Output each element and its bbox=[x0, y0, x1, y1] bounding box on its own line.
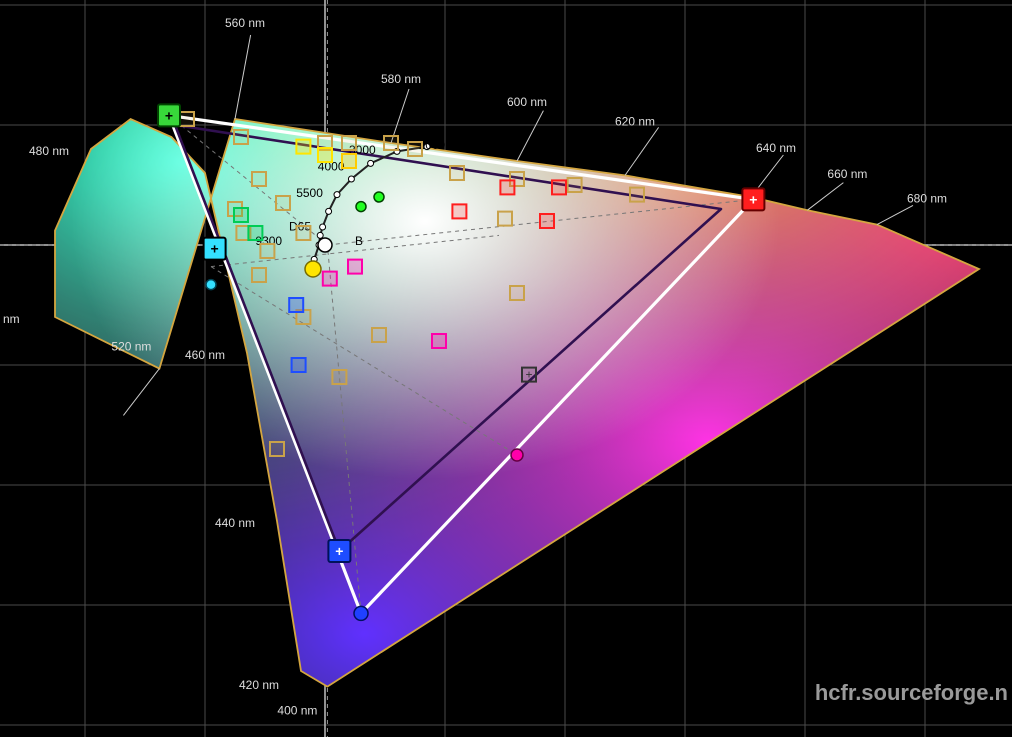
measure-point[interactable] bbox=[342, 154, 356, 168]
measure-point[interactable] bbox=[252, 172, 266, 186]
svg-text:+: + bbox=[335, 543, 343, 559]
svg-text:+: + bbox=[211, 241, 219, 257]
wavelength-label: 460 nm bbox=[185, 348, 225, 362]
cct-label: B bbox=[355, 234, 363, 248]
measure-point[interactable] bbox=[498, 212, 512, 226]
measure-point[interactable] bbox=[252, 268, 266, 282]
green-dot-2[interactable] bbox=[374, 192, 384, 202]
wavelength-label: 420 nm bbox=[239, 678, 279, 692]
wavelength-label: 600 nm bbox=[507, 95, 547, 109]
measure-point[interactable] bbox=[234, 208, 248, 222]
wavelength-label: 440 nm bbox=[215, 516, 255, 530]
measure-point[interactable] bbox=[276, 196, 290, 210]
measure-point[interactable] bbox=[260, 244, 274, 258]
measure-point[interactable] bbox=[630, 188, 644, 202]
wavelength-label: 680 nm bbox=[907, 192, 947, 206]
cie-diagram: 0400 nm420 nm440 nm460 nm480 nm0 nm520 n… bbox=[0, 0, 1012, 737]
measure-point[interactable] bbox=[384, 136, 398, 150]
wavelength-label: 640 nm bbox=[756, 141, 796, 155]
measure-point[interactable] bbox=[180, 112, 194, 126]
yellow-circle[interactable] bbox=[305, 261, 321, 277]
measure-point[interactable] bbox=[342, 136, 356, 150]
measure-point[interactable] bbox=[270, 442, 284, 456]
wavelength-label: 400 nm bbox=[277, 704, 317, 718]
measure-point[interactable] bbox=[510, 286, 524, 300]
measure-point[interactable] bbox=[296, 140, 310, 154]
white-center[interactable] bbox=[318, 238, 332, 252]
cyan-dot[interactable] bbox=[206, 280, 216, 290]
wavelength-label: 660 nm bbox=[827, 167, 867, 181]
measure-point[interactable] bbox=[318, 148, 332, 162]
magenta-dot[interactable] bbox=[511, 449, 523, 461]
measure-point[interactable] bbox=[234, 130, 248, 144]
measure-point[interactable] bbox=[248, 226, 262, 240]
watermark: hcfr.sourceforge.n bbox=[815, 680, 1008, 705]
measure-point[interactable] bbox=[500, 180, 514, 194]
cct-label: 5500 bbox=[296, 186, 323, 200]
measure-point[interactable] bbox=[408, 142, 422, 156]
chart-root: 0400 nm420 nm440 nm460 nm480 nm0 nm520 n… bbox=[0, 0, 1012, 737]
measure-point[interactable] bbox=[323, 272, 337, 286]
measure-point[interactable] bbox=[292, 358, 306, 372]
measure-point[interactable] bbox=[452, 204, 466, 218]
wavelength-label: 0 nm bbox=[0, 312, 20, 326]
measure-point[interactable] bbox=[332, 370, 346, 384]
green-dot-1[interactable] bbox=[356, 202, 366, 212]
wavelength-label: 560 nm bbox=[225, 16, 265, 30]
wavelength-label: 620 nm bbox=[615, 114, 655, 128]
measure-point[interactable] bbox=[289, 298, 303, 312]
svg-text:+: + bbox=[165, 107, 173, 123]
svg-text:+: + bbox=[749, 191, 757, 207]
measure-point[interactable] bbox=[372, 328, 386, 342]
wavelength-label: 480 nm bbox=[29, 144, 69, 158]
measure-point[interactable] bbox=[540, 214, 554, 228]
measure-point[interactable] bbox=[450, 166, 464, 180]
svg-text:+: + bbox=[525, 368, 532, 382]
spectral-locus-fill bbox=[0, 0, 1012, 737]
measure-point[interactable] bbox=[296, 226, 310, 240]
measure-point[interactable] bbox=[348, 260, 362, 274]
measure-point[interactable] bbox=[432, 334, 446, 348]
wavelength-label: 580 nm bbox=[381, 72, 421, 86]
wavelength-label: 520 nm bbox=[111, 340, 151, 354]
measure-point[interactable] bbox=[568, 178, 582, 192]
blue-dot-outer[interactable] bbox=[354, 606, 368, 620]
measure-point[interactable] bbox=[552, 180, 566, 194]
